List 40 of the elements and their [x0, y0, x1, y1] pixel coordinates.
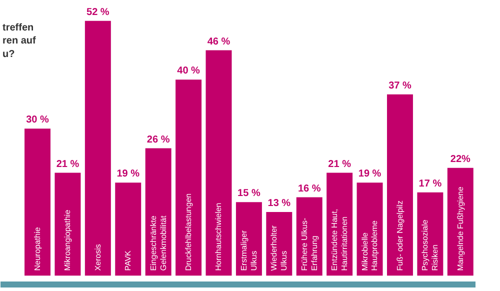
- x-tick-label: Druckfehlbelastungen: [184, 193, 194, 271]
- x-tick-label: Fuß- oder Nagelpilz: [395, 200, 404, 271]
- data-label: 19 %: [116, 168, 140, 180]
- data-label: 52 %: [86, 6, 110, 18]
- x-tick-label: Erstmaliger Ulkus: [240, 230, 258, 271]
- bar: [84, 20, 111, 276]
- x-tick-label: Psychosoziale Risiken: [420, 219, 440, 271]
- data-label: 21 %: [328, 158, 352, 170]
- x-tick-label: Neuropathie: [33, 226, 42, 271]
- data-label: 15 %: [238, 188, 260, 200]
- data-label: 13 %: [268, 198, 291, 210]
- x-tick-label: Hornhautschwielen: [214, 202, 224, 271]
- bar: [386, 94, 413, 276]
- data-label: 40 %: [177, 66, 200, 77]
- data-label: 19 %: [358, 168, 382, 180]
- bar: [206, 50, 232, 276]
- data-label: 37 %: [388, 80, 412, 92]
- x-tick-label: Entzündete Haut, Hautirritationen: [330, 208, 350, 271]
- data-label: 22%: [450, 154, 471, 165]
- x-tick-label: Wiederholter Ulkus: [270, 225, 289, 271]
- x-tick-label: Mikrobielle Hautprobleme: [360, 220, 380, 271]
- x-tick-label: Xerosis: [93, 244, 102, 271]
- data-label: 21 %: [56, 158, 80, 170]
- data-label: 46 %: [207, 36, 230, 48]
- bar: [24, 128, 50, 276]
- x-tick-label: Frühere Ulkus- Erfahrung: [300, 218, 319, 271]
- x-tick-label: PAVK: [124, 250, 133, 271]
- data-label: 16 %: [298, 183, 321, 194]
- bar: [54, 172, 81, 276]
- text: treffen ren auf u?: [2, 22, 37, 60]
- bar: [447, 168, 474, 276]
- data-label: 26 %: [146, 134, 170, 146]
- data-label: 30 %: [26, 114, 50, 126]
- bar: [176, 80, 202, 276]
- x-tick-label: Mangelnde Fußhygiene: [456, 186, 465, 271]
- bar: [115, 182, 142, 276]
- x-tick-label: Eingeschränkte Gelenkmobilität: [148, 214, 168, 271]
- x-tick-label: Mikroangiopathie: [63, 209, 72, 271]
- bar: [236, 202, 262, 276]
- data-label: 17 %: [418, 178, 442, 190]
